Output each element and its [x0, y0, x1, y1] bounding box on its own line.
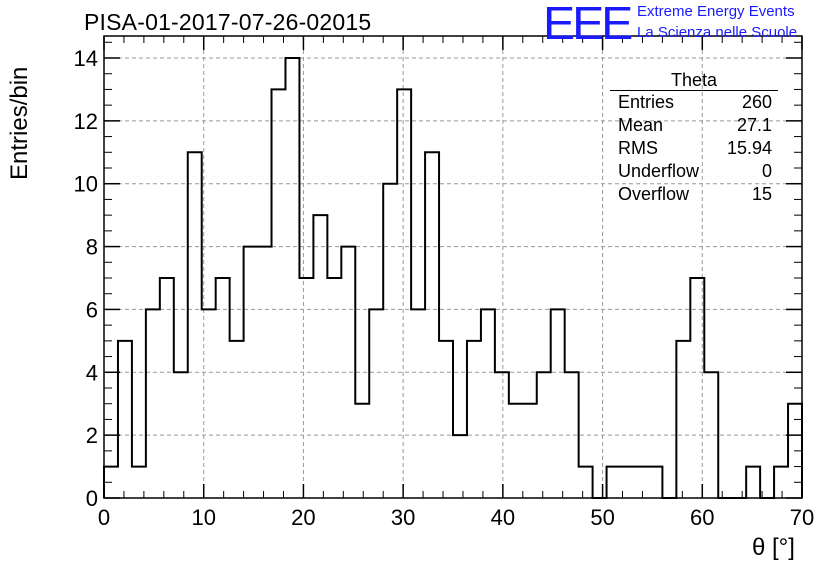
histogram-bin: [188, 152, 202, 498]
stats-label: Underflow: [618, 161, 700, 181]
plot-frame: [103, 35, 803, 499]
histogram-bin: [634, 467, 648, 498]
histogram-bin: [746, 467, 760, 498]
histogram-bin: [509, 404, 523, 498]
x-tick-label: 40: [491, 505, 515, 530]
x-tick-label: 60: [690, 505, 714, 530]
histogram-bin: [327, 278, 341, 498]
stats-value: 15.94: [726, 138, 772, 158]
histogram-bin: [285, 58, 299, 498]
histogram-bin: [272, 89, 286, 498]
histogram-bin: [648, 467, 662, 498]
histogram-bin: [551, 309, 565, 498]
x-tick-label: 20: [291, 505, 315, 530]
stats-value: 27.1: [736, 115, 772, 135]
histogram-bin: [439, 341, 453, 498]
histogram-bin: [355, 404, 369, 498]
histogram-bin: [216, 278, 230, 498]
eee-logo-mark: EEE: [543, 0, 633, 49]
y-tick-label: 0: [86, 486, 98, 511]
histogram-bin: [299, 278, 313, 498]
histogram-bin: [160, 278, 174, 498]
histogram-bin: [118, 341, 132, 498]
stats-row-mean: Mean 27.1: [610, 114, 778, 137]
logo-text-line1: Extreme Energy Events: [637, 3, 795, 20]
x-tick-label: 10: [191, 505, 215, 530]
y-tick-label: 6: [86, 297, 98, 322]
histogram-bin: [411, 309, 425, 498]
chart-title: PISA-01-2017-07-26-02015: [84, 9, 372, 35]
stats-label: Mean: [618, 115, 664, 135]
histogram-bin: [676, 341, 690, 498]
stats-row-rms: RMS 15.94: [610, 137, 778, 160]
x-tick-label: 0: [98, 505, 110, 530]
histogram-bin: [383, 184, 397, 498]
stats-value: 0: [761, 161, 772, 181]
y-tick-label: 10: [74, 172, 98, 197]
axis-ticks: [103, 36, 803, 499]
histogram-bin: [774, 467, 788, 498]
x-tick-label: 30: [391, 505, 415, 530]
stats-label: Overflow: [618, 184, 690, 204]
histogram-bin: [397, 89, 411, 498]
x-tick-label: 50: [590, 505, 614, 530]
x-axis-label: θ [°]: [752, 534, 795, 561]
y-tick-label: 14: [74, 46, 98, 71]
stats-title: Theta: [610, 70, 778, 91]
stats-box: Theta Entries 260 Mean 27.1 RMS 15.94 Un…: [610, 70, 778, 206]
histogram-bin: [453, 435, 467, 498]
stats-row-overflow: Overflow 15: [610, 183, 778, 206]
histogram-bin: [146, 309, 160, 498]
histogram-bin: [313, 215, 327, 498]
histogram-bin: [481, 309, 495, 498]
grid-lines: [104, 36, 802, 498]
y-tick-label: 2: [86, 423, 98, 448]
histogram-bin: [230, 341, 244, 498]
stats-value: 260: [741, 92, 772, 112]
histogram-bin: [425, 152, 439, 498]
y-tick-label: 12: [74, 109, 98, 134]
histogram-series: [103, 57, 803, 499]
stats-value: 15: [751, 184, 772, 204]
histogram-bin: [467, 341, 481, 498]
stats-row-underflow: Underflow 0: [610, 160, 778, 183]
logo-text-line2: La Scienza nelle Scuole: [637, 24, 798, 41]
histogram-bin: [369, 309, 383, 498]
histogram-bin: [523, 404, 537, 498]
y-tick-label: 8: [86, 235, 98, 260]
y-tick-label: 4: [86, 360, 98, 385]
tick-labels: 0 10 20 30 40 50 60 70 0 2 4 6 8 10 12 14: [74, 46, 815, 530]
histogram-bin: [579, 467, 593, 498]
stats-row-entries: Entries 260: [610, 91, 778, 114]
x-tick-label: 70: [790, 505, 814, 530]
stats-label: RMS: [618, 138, 658, 158]
y-axis-label: Entries/bin: [6, 66, 33, 180]
stats-label: Entries: [618, 92, 675, 112]
histogram-bin: [607, 467, 621, 498]
